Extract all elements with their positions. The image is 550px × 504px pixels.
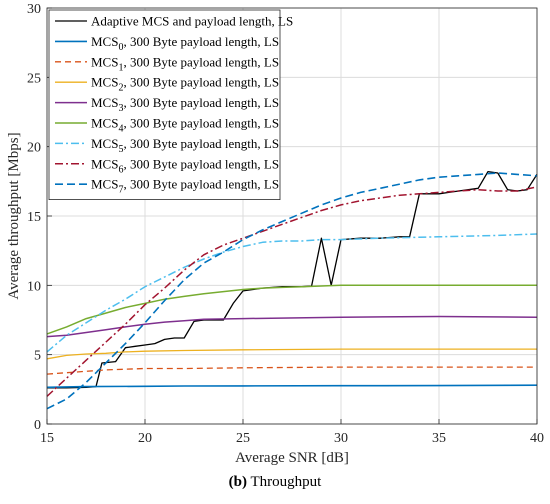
series-line-3 — [46, 348, 537, 360]
legend-label-1: MCS0, 300 Byte payload length, LS — [91, 34, 279, 53]
y-tick-label: 30 — [27, 2, 41, 17]
legend-label-2: MCS1, 300 Byte payload length, LS — [91, 54, 279, 73]
y-tick-label: 25 — [27, 71, 41, 86]
y-tick-label: 15 — [27, 210, 41, 225]
legend-label-8: MCS7, 300 Byte payload length, LS — [91, 177, 279, 196]
figure-caption: (b) Throughput — [0, 474, 550, 491]
x-tick-label: 30 — [334, 431, 348, 446]
series-line-1 — [46, 384, 538, 389]
series-line-2 — [46, 366, 537, 375]
x-tick-label: 40 — [530, 431, 544, 446]
series-line-4 — [46, 315, 538, 338]
series-line-8 — [46, 172, 538, 410]
x-axis-label: Average SNR [dB] — [235, 450, 349, 466]
y-tick-label: 0 — [34, 418, 41, 433]
legend-label-4: MCS3, 300 Byte payload length, LS — [91, 95, 279, 114]
legend-label-0: Adaptive MCS and payload length, LS — [91, 14, 293, 29]
legend: Adaptive MCS and payload length, LS MCS0,… — [48, 9, 293, 201]
x-tick-label: 20 — [138, 431, 152, 446]
y-tick-label: 20 — [27, 141, 41, 156]
legend-label-6: MCS5, 300 Byte payload length, LS — [91, 136, 279, 155]
legend-label-3: MCS2, 300 Byte payload length, LS — [91, 75, 279, 94]
series-line-6 — [46, 233, 538, 353]
caption-label: (b) — [228, 474, 248, 490]
throughput-chart: 15 20 25 30 35 40 0 5 10 15 20 25 30 Average SNR [dB]… — [6, 2, 544, 466]
legend-label-5: MCS4, 300 Byte payload length, LS — [91, 116, 279, 135]
series-line-7 — [46, 186, 538, 397]
y-tick-label: 5 — [34, 349, 41, 364]
legend-box — [48, 9, 281, 201]
caption-text: Throughput — [250, 474, 322, 490]
x-tick-label: 35 — [432, 431, 446, 446]
x-tick-label: 25 — [236, 431, 250, 446]
y-axis-label: Average throughput [Mbps] — [6, 132, 22, 299]
legend-label-7: MCS6, 300 Byte payload length, LS — [91, 156, 279, 175]
x-tick-label: 15 — [40, 431, 54, 446]
y-tick-label: 10 — [27, 279, 41, 294]
